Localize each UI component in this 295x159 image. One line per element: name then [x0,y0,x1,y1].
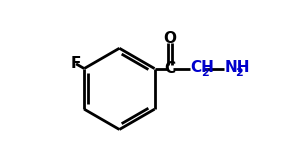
Text: F: F [70,56,81,71]
Text: 2: 2 [201,68,209,78]
Text: CH: CH [191,60,214,75]
Text: C: C [165,61,176,76]
Text: O: O [164,31,177,46]
Text: NH: NH [225,60,250,75]
Text: 2: 2 [235,68,242,78]
